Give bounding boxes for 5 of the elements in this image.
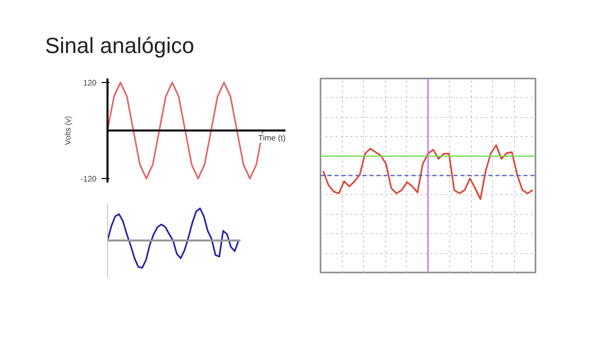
y-tick-label: -120 <box>80 174 98 184</box>
x-axis-title: Time (t) <box>258 134 286 142</box>
y-tick-label: 120 <box>83 78 98 88</box>
y-axis-title: Volts (v) <box>63 116 72 145</box>
chart-title: Sinal analógico <box>45 32 194 60</box>
